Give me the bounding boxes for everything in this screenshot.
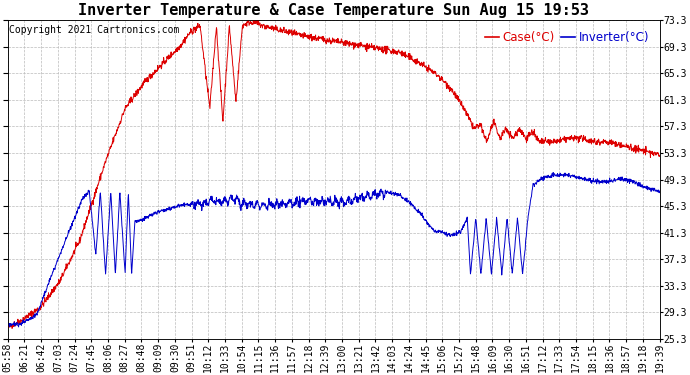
Text: Copyright 2021 Cartronics.com: Copyright 2021 Cartronics.com [9, 25, 179, 35]
Legend: Case(°C), Inverter(°C): Case(°C), Inverter(°C) [480, 26, 653, 49]
Title: Inverter Temperature & Case Temperature Sun Aug 15 19:53: Inverter Temperature & Case Temperature … [78, 3, 589, 18]
